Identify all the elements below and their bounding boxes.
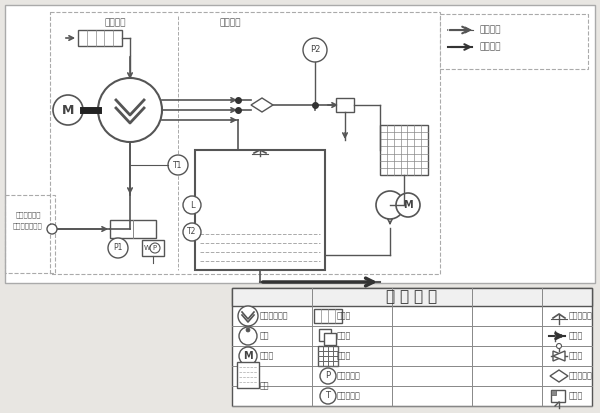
Bar: [142, 240, 164, 256]
Text: T2: T2: [187, 228, 197, 237]
Bar: [232, 288, 592, 406]
Text: M: M: [62, 104, 74, 116]
Circle shape: [53, 95, 83, 125]
Text: P1: P1: [113, 244, 122, 252]
Circle shape: [183, 223, 201, 241]
Circle shape: [557, 344, 562, 349]
Bar: [440, 14, 588, 69]
Bar: [314, 309, 342, 323]
Circle shape: [47, 224, 57, 234]
Text: 温度传感器: 温度传感器: [337, 392, 361, 401]
Text: 油泵: 油泵: [260, 332, 269, 340]
Circle shape: [396, 193, 420, 217]
Text: P: P: [325, 372, 331, 380]
Circle shape: [239, 327, 257, 345]
Text: T1: T1: [173, 161, 182, 169]
Bar: [551, 390, 565, 402]
Text: P2: P2: [310, 45, 320, 55]
Text: 散热器: 散热器: [337, 351, 351, 361]
Circle shape: [168, 155, 188, 175]
Bar: [110, 220, 156, 238]
Text: 压力传感器: 压力传感器: [337, 372, 361, 380]
Text: 油箱通气孔: 油箱通气孔: [569, 311, 593, 320]
Bar: [5, 195, 55, 273]
Bar: [318, 346, 338, 366]
Text: L: L: [190, 200, 194, 209]
Polygon shape: [553, 351, 565, 361]
Bar: [5, 5, 595, 283]
Circle shape: [246, 328, 250, 332]
Text: 加压排气止回阀: 加压排气止回阀: [13, 223, 43, 229]
Text: W: W: [144, 245, 151, 251]
Circle shape: [320, 388, 336, 404]
Bar: [195, 150, 325, 270]
Text: 被驱风机客户: 被驱风机客户: [15, 212, 41, 218]
Text: M: M: [403, 200, 413, 210]
Bar: [232, 288, 592, 306]
Text: 排油阀: 排油阀: [569, 332, 583, 340]
Text: P: P: [152, 245, 156, 251]
Polygon shape: [553, 351, 565, 361]
Text: 安全阀: 安全阀: [569, 392, 583, 401]
Text: 气油分离器: 气油分离器: [569, 372, 593, 380]
Circle shape: [108, 238, 128, 258]
Bar: [319, 329, 331, 341]
Circle shape: [376, 191, 404, 219]
Text: 截止阀: 截止阀: [569, 351, 583, 361]
Circle shape: [150, 243, 160, 253]
Bar: [50, 12, 440, 274]
Text: 油路系统: 油路系统: [219, 18, 241, 27]
Text: 图 例 说 明: 图 例 说 明: [386, 290, 437, 304]
Text: 油箱: 油箱: [260, 382, 269, 391]
Text: 消音器: 消音器: [337, 311, 351, 320]
Text: M: M: [243, 351, 253, 361]
Text: T: T: [325, 392, 331, 401]
Text: 电动机: 电动机: [260, 351, 274, 361]
Text: 空气流向: 空气流向: [480, 26, 502, 35]
Bar: [336, 98, 354, 112]
Polygon shape: [251, 98, 273, 112]
Bar: [237, 362, 259, 388]
Text: 机油流向: 机油流向: [480, 43, 502, 52]
Text: 无油螺杆主机: 无油螺杆主机: [260, 311, 289, 320]
Circle shape: [238, 306, 258, 326]
Circle shape: [320, 368, 336, 384]
Bar: [78, 30, 122, 46]
Circle shape: [183, 196, 201, 214]
Circle shape: [98, 78, 162, 142]
Bar: [324, 333, 336, 345]
Text: 气路系统: 气路系统: [104, 18, 126, 27]
Bar: [551, 390, 556, 395]
Circle shape: [303, 38, 327, 62]
Text: 过滤阀: 过滤阀: [337, 332, 351, 340]
Bar: [380, 125, 428, 175]
Polygon shape: [550, 370, 568, 382]
Circle shape: [239, 347, 257, 365]
